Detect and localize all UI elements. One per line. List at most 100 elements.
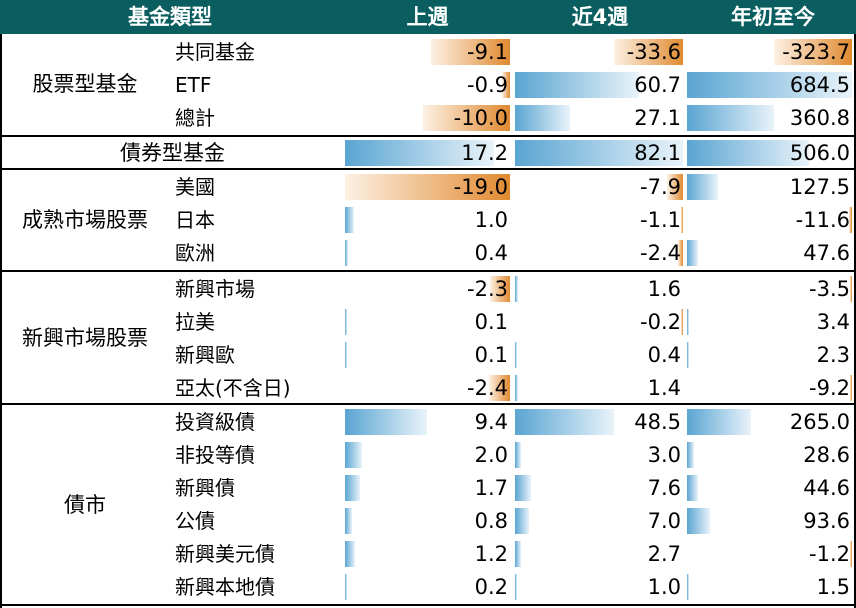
table-border	[0, 34, 2, 608]
cell-value: 0.4	[647, 343, 681, 367]
positive-bar	[515, 342, 517, 368]
positive-bar	[515, 442, 521, 468]
cell-value: 0.1	[474, 343, 508, 367]
cell-value: -323.7	[782, 40, 850, 64]
cell-value: 47.6	[803, 241, 850, 265]
row-label: 亞太(不含日)	[175, 376, 291, 400]
cell-value: 1.7	[474, 476, 508, 500]
cell-value: 1.5	[816, 575, 850, 599]
cell-value: 0.1	[474, 310, 508, 334]
positive-bar	[515, 72, 639, 98]
cell-value: 1.2	[474, 542, 508, 566]
cell-value: 0.2	[474, 575, 508, 599]
cell-value: 7.0	[647, 509, 681, 533]
positive-bar	[687, 442, 694, 468]
positive-bar	[515, 508, 529, 534]
cell-value: 60.7	[634, 73, 681, 97]
cell-value: 1.6	[647, 277, 681, 301]
positive-bar	[515, 475, 531, 501]
cell-value: 0.8	[474, 509, 508, 533]
positive-bar	[687, 240, 698, 266]
row-label: 新興債	[175, 476, 235, 500]
row-label: 共同基金	[175, 40, 255, 64]
row-separator	[0, 270, 856, 272]
header-last-week: 上週	[406, 5, 449, 29]
cell-value: -3.5	[809, 277, 850, 301]
header-ytd: 年初至今	[731, 5, 815, 29]
positive-bar	[687, 140, 809, 166]
cell-value: 684.5	[789, 73, 850, 97]
cell-value: 93.6	[803, 509, 850, 533]
positive-bar	[345, 207, 354, 233]
row-label: 投資級債	[175, 410, 255, 434]
positive-bar	[687, 72, 852, 98]
cell-value: 360.8	[789, 106, 850, 130]
cell-value: -19.0	[453, 175, 508, 199]
negative-bar	[681, 207, 683, 233]
positive-bar	[687, 409, 751, 435]
cell-value: -11.6	[795, 208, 850, 232]
row-label: 新興市場	[175, 277, 255, 301]
row-label: ETF	[175, 73, 212, 97]
cell-value: 2.0	[474, 443, 508, 467]
cell-value: 2.7	[647, 542, 681, 566]
cell-value: -10.0	[453, 106, 508, 130]
negative-bar	[849, 207, 852, 233]
cell-value: 3.4	[816, 310, 850, 334]
cell-value: 27.1	[634, 106, 681, 130]
positive-bar	[345, 240, 348, 266]
positive-bar	[687, 342, 689, 368]
row-label: 日本	[175, 208, 215, 232]
cell-value: 506.0	[789, 141, 850, 165]
cell-value: 82.1	[634, 141, 681, 165]
group-label: 股票型基金	[32, 72, 138, 96]
positive-bar	[687, 105, 774, 131]
cell-value: -9.1	[467, 40, 508, 64]
positive-bar	[345, 508, 352, 534]
positive-bar	[515, 541, 521, 567]
positive-bar	[345, 409, 427, 435]
row-separator	[0, 135, 856, 137]
row-separator	[0, 604, 856, 606]
cell-value: -2.3	[467, 277, 508, 301]
cell-value: 1.4	[647, 376, 681, 400]
cell-value: -9.2	[809, 376, 850, 400]
row-separator	[0, 168, 856, 170]
group-label: 債券型基金	[120, 141, 225, 165]
negative-bar	[678, 240, 683, 266]
negative-bar	[850, 541, 852, 567]
cell-value: 28.6	[803, 443, 850, 467]
positive-bar	[515, 140, 683, 166]
group-label: 債市	[64, 493, 106, 517]
row-label: 非投等債	[175, 443, 255, 467]
negative-bar	[850, 375, 852, 401]
positive-bar	[345, 574, 347, 600]
cell-value: 1.0	[647, 575, 681, 599]
row-label: 新興美元債	[175, 542, 275, 566]
cell-value: -1.2	[809, 542, 850, 566]
positive-bar	[687, 309, 689, 335]
table-header	[0, 0, 856, 34]
cell-value: -7.9	[640, 175, 681, 199]
negative-bar	[423, 105, 510, 131]
row-label: 公債	[175, 509, 215, 533]
row-label: 總計	[175, 106, 215, 130]
cell-value: 265.0	[789, 410, 850, 434]
cell-value: 9.4	[474, 410, 508, 434]
negative-bar	[681, 309, 683, 335]
negative-bar	[490, 276, 510, 302]
cell-value: -2.4	[640, 241, 681, 265]
cell-value: -0.2	[640, 310, 681, 334]
positive-bar	[345, 442, 362, 468]
cell-value: 17.2	[461, 141, 508, 165]
row-label: 美國	[175, 175, 215, 199]
row-label: 新興歐	[175, 343, 235, 367]
cell-value: 48.5	[634, 410, 681, 434]
cell-value: 1.0	[474, 208, 508, 232]
positive-bar	[345, 541, 355, 567]
positive-bar	[515, 276, 518, 302]
header-fund-type: 基金類型	[128, 5, 212, 29]
negative-bar	[850, 276, 852, 302]
positive-bar	[515, 574, 517, 600]
